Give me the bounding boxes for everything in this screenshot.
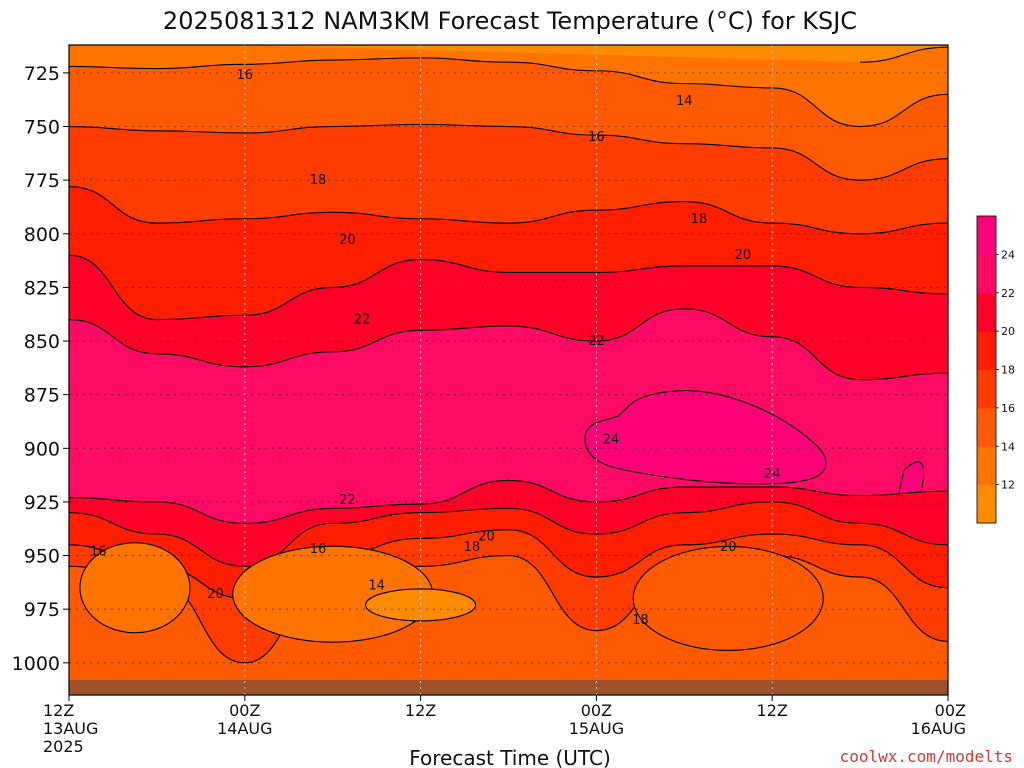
y-tick-label: 875 <box>24 385 60 407</box>
colorbar-swatch <box>977 216 996 255</box>
plot-area <box>69 45 948 695</box>
x-tick-label: 14AUG <box>217 719 272 738</box>
isotherm-t20 <box>69 254 948 321</box>
band-low-16-18-line <box>69 529 948 600</box>
contour-label: 14 <box>676 94 693 109</box>
colorbar-label: 16 <box>1001 402 1015 415</box>
isotherm-t18 <box>69 186 948 235</box>
colorbar-swatch <box>977 254 996 294</box>
y-tick-label: 950 <box>24 546 60 568</box>
contour-label: 24 <box>603 433 620 448</box>
contour-label: 20 <box>735 248 752 263</box>
y-tick-label: 975 <box>24 599 60 621</box>
cool-core-3-16 <box>632 545 824 652</box>
contour-label: 16 <box>588 130 605 145</box>
x-tick-label: 12Z <box>405 701 436 720</box>
axes: 725 750 775 800 825 850 875 900 925 950 975 1000 12Z… <box>12 44 966 756</box>
colorbar-swatch <box>977 331 996 370</box>
band-12-14 <box>69 45 948 127</box>
y-tick-label: 825 <box>24 277 60 299</box>
contour-label: 24 <box>764 467 781 482</box>
chart-title: 2025081312 NAM3KM Forecast Temperature (… <box>163 7 857 35</box>
isotherm-t22 <box>69 308 948 381</box>
contour-label: 20 <box>339 233 356 248</box>
colorbar-label: 18 <box>1001 364 1015 377</box>
colorbar: 12 14 16 18 20 22 24 <box>976 215 1015 524</box>
colorbar-label: 14 <box>1001 440 1015 453</box>
contour-label: 16 <box>310 542 327 557</box>
band-low-14-16-line <box>69 555 948 664</box>
x-tick-label: 2025 <box>43 737 84 756</box>
colorbar-swatch <box>977 407 996 447</box>
x-tick-label: 00Z <box>581 701 612 720</box>
y-tick-label: 775 <box>24 170 60 192</box>
colorbar-label: 22 <box>1001 287 1015 300</box>
band-low-18-20-line <box>69 501 948 567</box>
x-tick-label: 00Z <box>229 701 260 720</box>
contour-label: 20 <box>207 587 224 602</box>
y-tick-label: 725 <box>24 63 60 85</box>
isotherm-t16 <box>69 123 948 181</box>
band-low-20-22-line <box>69 479 948 524</box>
isotherm-t12 <box>860 46 948 63</box>
contour-label: 18 <box>310 173 327 188</box>
credit-link[interactable]: coolwx.com/modelts <box>840 747 1013 766</box>
contour-label: 18 <box>691 212 708 227</box>
contour-label: 20 <box>720 540 737 555</box>
contour-label: 20 <box>478 529 495 544</box>
x-tick-label: 12Z <box>43 701 74 720</box>
contour-label: 22 <box>588 334 605 349</box>
y-tick-label: 1000 <box>12 653 60 675</box>
y-tick-label: 850 <box>24 331 60 353</box>
colorbar-swatch <box>977 446 996 486</box>
colorbar-label: 20 <box>1001 325 1015 338</box>
contour-label: 22 <box>339 493 356 508</box>
x-tick-label: 16AUG <box>911 719 966 738</box>
y-tick-label: 800 <box>24 224 60 246</box>
colorbar-swatch <box>977 484 996 524</box>
colorbar-label: 24 <box>1001 248 1015 261</box>
warm-pocket-24 <box>584 390 827 485</box>
y-tick-label: 750 <box>24 117 60 139</box>
plot-frame <box>68 44 949 696</box>
x-axis-label: Forecast Time (UTC) <box>409 746 611 768</box>
y-tick-label: 900 <box>24 438 60 460</box>
contour-label: 22 <box>354 313 371 328</box>
contour-label: 16 <box>90 544 107 559</box>
contour-label: 14 <box>368 579 385 594</box>
x-tick-label: 12Z <box>757 701 788 720</box>
cool-core-1-14 <box>79 542 191 634</box>
colorbar-label: 12 <box>1001 479 1015 492</box>
x-tick-label: 15AUG <box>569 719 624 738</box>
colorbar-swatch <box>977 292 996 332</box>
isotherm-t14 <box>69 57 948 128</box>
contour-label: 16 <box>237 68 254 83</box>
temperature-field <box>69 45 948 695</box>
contour-label: 18 <box>464 540 481 555</box>
x-tick-label: 00Z <box>935 701 966 720</box>
contour-label: 18 <box>632 613 649 628</box>
y-tick-label: 925 <box>24 492 60 514</box>
ground-surface <box>69 679 948 695</box>
colorbar-swatch <box>977 369 996 409</box>
x-tick-label: 13AUG <box>43 719 98 738</box>
